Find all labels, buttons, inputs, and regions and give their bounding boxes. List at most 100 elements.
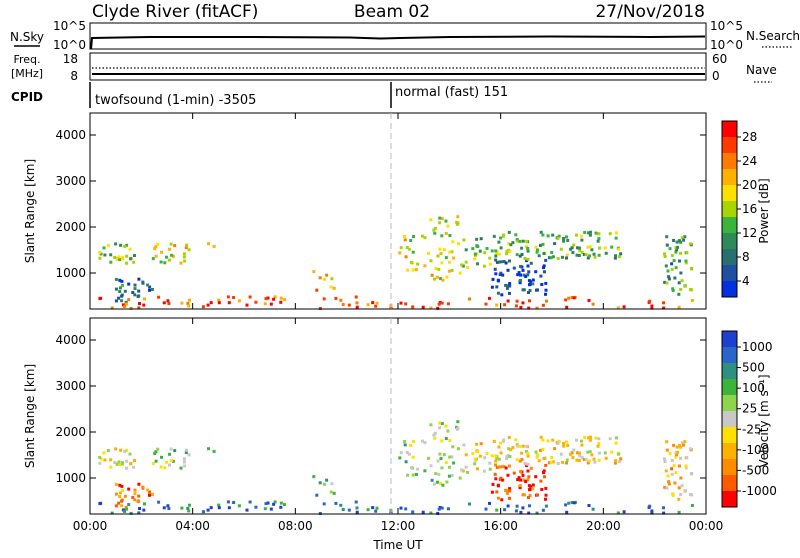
echo-cell [542,266,545,270]
echo-cell [120,484,124,488]
echo-cell [570,296,574,299]
echo-cell [123,289,127,293]
echo-cell [148,285,152,289]
echo-cell [557,439,561,443]
echo-cell [677,497,681,501]
echo-cell [504,261,508,265]
echo-cell [201,305,205,309]
echo-cell [142,508,146,512]
echo-cell [483,251,487,255]
echo-cell [677,444,681,448]
echo-cell [154,245,158,249]
echo-cell [325,273,329,277]
echo-cell [179,261,183,265]
echo-cell [436,306,440,310]
echo-cell [509,448,513,452]
echo-cell [154,450,158,454]
nave-tick-top: 60 [712,52,727,66]
echo-cell [98,461,102,465]
echo-cell [650,306,654,310]
echo-cell [120,283,124,287]
echo-cell [675,240,679,244]
echo-cell [550,251,554,254]
echo-cell [495,285,499,289]
echo-cell [507,230,511,234]
echo-cell [494,249,498,253]
echo-cell [165,460,168,464]
echo-cell [667,480,671,484]
echo-cell [617,460,621,464]
echo-cell [399,451,403,455]
echo-cell [543,270,546,274]
echo-cell [452,256,456,260]
echo-cell [106,244,110,248]
echo-cell [227,301,231,305]
echo-cell [613,256,617,260]
echo-cell [497,445,501,449]
echo-cell [677,305,681,309]
echo-cell [341,303,345,306]
echo-cell [444,256,448,260]
echo-cell [133,293,137,297]
echo-cell [283,298,286,302]
echo-cell [464,260,468,264]
echo-cell [330,277,334,281]
echo-cell [650,511,654,515]
echo-cell [528,289,532,292]
echo-cell [597,458,601,462]
echo-cell [501,478,505,482]
echo-cell [545,504,548,508]
echo-cell [279,296,283,300]
echo-cell [509,243,513,247]
y-tick-label: 3000 [55,174,86,188]
echo-cell [565,235,568,239]
x-tick-label: 04:00 [175,519,210,533]
echo-cell [136,500,140,503]
echo-cell [166,504,170,508]
echo-cell [133,283,137,287]
echo-cell [171,254,175,258]
echo-cell [115,462,119,466]
echo-cell [505,286,509,290]
echo-cell [485,452,489,455]
echo-cell [173,449,177,453]
echo-cell [529,485,533,489]
echo-cell [226,500,230,504]
echo-cell [586,461,590,465]
echo-cell [330,482,334,486]
echo-cell [99,296,103,300]
echo-cell [473,257,477,261]
y-tick-label: 2000 [55,425,86,439]
echo-cell [494,477,498,481]
echo-cell [572,501,576,505]
echo-cell [151,288,154,291]
echo-cell [679,456,683,460]
echo-cell [675,453,678,457]
echo-cell [125,448,129,452]
echo-cell [527,270,531,274]
echo-cell [187,304,191,308]
colorbar-tick-label: 12 [742,226,757,240]
power-ylabel: Slant Range [km] [23,159,37,263]
echo-cell [475,442,479,446]
echo-cell [604,251,608,255]
echo-cell [613,461,617,465]
echo-cell [577,254,581,257]
echo-cell [429,306,433,310]
echo-cell [539,243,542,247]
echo-cell [617,255,621,259]
echo-cell [128,247,132,251]
echo-cell [565,253,569,257]
echo-cell [665,486,669,490]
echo-cell [518,459,522,463]
nsearch-tick-bottom: 10^0 [710,38,743,52]
colorbar-segment [722,379,737,396]
echo-cell [99,252,103,256]
echo-cell [113,256,117,259]
echo-cell [148,493,151,497]
echo-cell [406,268,410,272]
echo-cell [505,252,509,256]
echo-cell [525,239,529,243]
x-tick-label: 20:00 [586,519,621,533]
echo-cell [505,454,509,458]
